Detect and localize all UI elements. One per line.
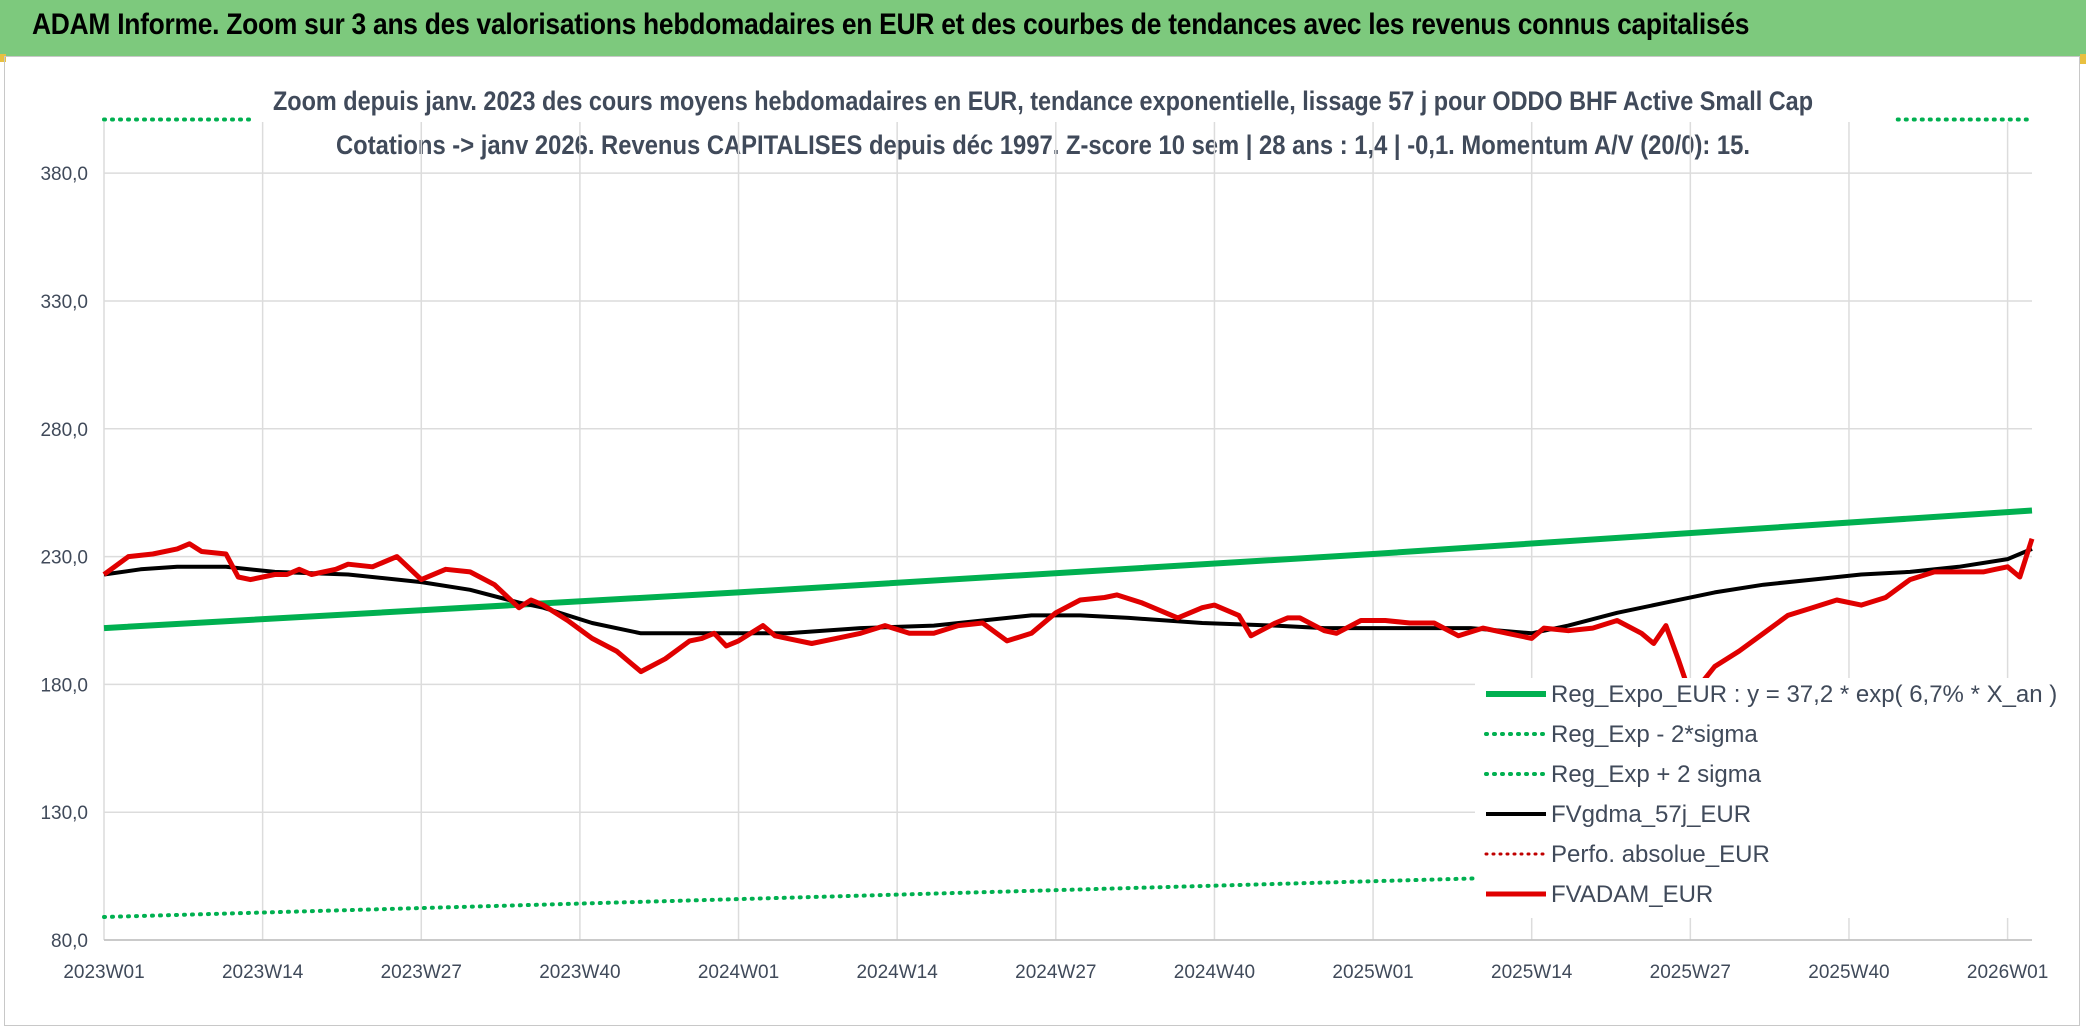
report-header: ADAM Informe. Zoom sur 3 ans des valoris… xyxy=(0,0,2086,56)
y-axis: 80,0 130,0 180,0 230,0 280,0 330,0 380,0 xyxy=(40,164,88,952)
x-tick-label: 2024W01 xyxy=(698,962,779,983)
legend-label: Reg_Exp - 2*sigma xyxy=(1551,721,1758,748)
y-tick-label: 130,0 xyxy=(40,803,88,824)
legend-label: Reg_Expo_EUR : y = 37,2 * exp( 6,7% * X_… xyxy=(1551,681,2057,708)
x-tick-label: 2023W40 xyxy=(539,962,620,983)
x-tick-label: 2024W27 xyxy=(1015,962,1096,983)
x-tick-label: 2023W01 xyxy=(63,962,144,983)
x-tick-label: 2025W01 xyxy=(1332,962,1413,983)
chart-title-line1: Zoom depuis janv. 2023 des cours moyens … xyxy=(273,86,1813,116)
x-tick-label: 2025W27 xyxy=(1650,962,1731,983)
legend-background xyxy=(1475,678,2035,918)
legend-label: FVgdma_57j_EUR xyxy=(1551,801,1751,828)
x-tick-label: 2024W40 xyxy=(1174,962,1255,983)
y-tick-label: 280,0 xyxy=(40,420,88,441)
y-tick-label: 380,0 xyxy=(40,164,88,185)
x-tick-label: 2023W27 xyxy=(381,962,462,983)
legend-label: Reg_Exp + 2 sigma xyxy=(1551,761,1762,788)
accent-mark-left xyxy=(0,54,6,62)
x-tick-label: 2025W14 xyxy=(1491,962,1573,983)
x-tick-label: 2024W14 xyxy=(856,962,938,983)
report-title: ADAM Informe. Zoom sur 3 ans des valoris… xyxy=(32,8,1750,41)
legend: Reg_Expo_EUR : y = 37,2 * exp( 6,7% * X_… xyxy=(1484,681,2057,908)
y-tick-label: 330,0 xyxy=(40,292,88,313)
legend-label: FVADAM_EUR xyxy=(1551,881,1713,908)
chart-frame xyxy=(4,56,2080,1026)
series-line-reg-expo xyxy=(103,507,2033,632)
x-gridlines xyxy=(103,122,2009,940)
y-tick-label: 80,0 xyxy=(51,931,88,952)
y-tick-label: 180,0 xyxy=(40,675,88,696)
series-line-gdma xyxy=(103,547,2033,636)
x-tick-label: 2026W01 xyxy=(1967,962,2048,983)
y-tick-label: 230,0 xyxy=(40,548,88,569)
x-tick-label: 2023W14 xyxy=(222,962,304,983)
chart-title-line2: Cotations -> janv 2026. Revenus CAPITALI… xyxy=(336,130,1750,160)
x-tick-label: 2025W40 xyxy=(1808,962,1889,983)
accent-mark-right xyxy=(2080,54,2086,64)
legend-label: Perfo. absolue_EUR xyxy=(1551,841,1770,868)
x-axis: 2023W01 2023W14 2023W27 2023W40 2024W01 2024W… xyxy=(63,939,2048,983)
